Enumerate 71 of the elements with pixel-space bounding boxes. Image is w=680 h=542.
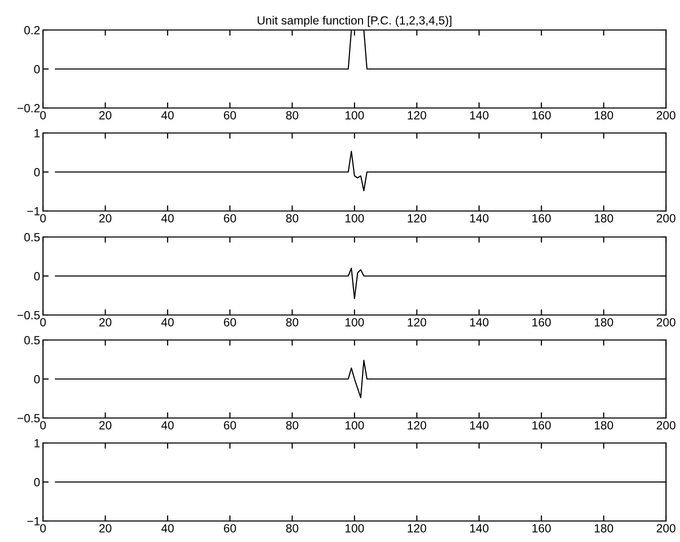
x-tick-label: 140 xyxy=(470,111,488,120)
x-tick-label: 120 xyxy=(408,421,426,430)
x-tick-label: 80 xyxy=(286,318,298,326)
y-tick-label: 0.5 xyxy=(24,233,40,242)
y-tick-label: −0.5 xyxy=(18,311,40,320)
x-tick-label: 40 xyxy=(161,318,174,326)
x-tick-label: 120 xyxy=(408,318,426,326)
x-tick-label: 0 xyxy=(40,214,46,222)
y-tick-label: 0 xyxy=(34,168,40,176)
x-tick-label: 140 xyxy=(470,524,488,532)
x-tick-label: 40 xyxy=(161,214,174,222)
x-tick-label: 140 xyxy=(470,214,488,222)
x-tick-label: 0 xyxy=(40,111,46,120)
y-tick-label: 0 xyxy=(34,478,40,486)
x-tick-label: 120 xyxy=(408,214,426,222)
y-tick-label: 0.2 xyxy=(24,26,40,34)
x-tick-label: 80 xyxy=(286,111,298,120)
x-tick-label: 160 xyxy=(532,214,551,222)
x-tick-label: 100 xyxy=(346,214,364,222)
x-tick-label: 200 xyxy=(656,524,676,532)
y-tick-label: 0 xyxy=(34,272,40,280)
y-tick-label: −0.5 xyxy=(18,414,40,422)
x-tick-label: 160 xyxy=(532,524,551,532)
x-tick-label: 60 xyxy=(224,214,236,222)
x-tick-label: 200 xyxy=(656,214,676,222)
x-tick-label: 20 xyxy=(99,111,112,120)
x-tick-label: 180 xyxy=(594,421,614,430)
x-tick-label: 20 xyxy=(99,421,112,430)
x-tick-label: 100 xyxy=(346,111,364,120)
x-tick-label: 60 xyxy=(224,111,236,120)
x-tick-label: 120 xyxy=(408,524,426,532)
y-tick-label: 1 xyxy=(34,439,40,448)
x-tick-label: 0 xyxy=(40,524,46,532)
x-tick-label: 180 xyxy=(594,214,614,222)
x-tick-label: 0 xyxy=(40,421,46,430)
x-tick-label: 60 xyxy=(224,421,236,430)
y-tick-label: −1 xyxy=(27,517,40,526)
x-tick-label: 180 xyxy=(594,524,614,532)
x-tick-label: 140 xyxy=(470,318,488,326)
x-tick-label: 160 xyxy=(532,421,551,430)
x-tick-label: 80 xyxy=(286,214,298,222)
x-tick-label: 40 xyxy=(161,524,174,532)
y-tick-label: 1 xyxy=(34,129,40,138)
x-tick-label: 40 xyxy=(161,111,174,120)
x-tick-label: 20 xyxy=(99,214,112,222)
x-tick-label: 20 xyxy=(99,318,112,326)
x-tick-label: 20 xyxy=(99,524,112,532)
x-tick-label: 40 xyxy=(161,421,174,430)
x-tick-label: 0 xyxy=(40,318,46,326)
x-tick-label: 60 xyxy=(224,318,236,326)
x-tick-label: 180 xyxy=(594,111,614,120)
x-tick-label: 100 xyxy=(346,524,364,532)
x-tick-label: 80 xyxy=(286,421,298,430)
x-tick-label: 200 xyxy=(656,111,676,120)
x-tick-label: 160 xyxy=(532,111,551,120)
x-tick-label: 60 xyxy=(224,524,236,532)
y-tick-label: −0.2 xyxy=(18,104,40,112)
x-tick-label: 200 xyxy=(656,318,676,326)
y-tick-label: 0 xyxy=(34,375,40,384)
y-tick-label: 0.5 xyxy=(24,336,40,344)
x-tick-label: 140 xyxy=(470,421,488,430)
y-tick-label: −1 xyxy=(27,207,40,216)
y-tick-label: 0 xyxy=(34,65,40,74)
x-tick-label: 200 xyxy=(656,421,676,430)
x-tick-label: 180 xyxy=(594,318,614,326)
x-tick-label: 120 xyxy=(408,111,426,120)
x-tick-label: 100 xyxy=(346,318,364,326)
chart-title: Unit sample function [P.C. (1,2,3,4,5)] xyxy=(258,16,452,27)
x-tick-label: 80 xyxy=(286,524,298,532)
x-tick-label: 100 xyxy=(346,421,364,430)
x-tick-label: 160 xyxy=(532,318,551,326)
